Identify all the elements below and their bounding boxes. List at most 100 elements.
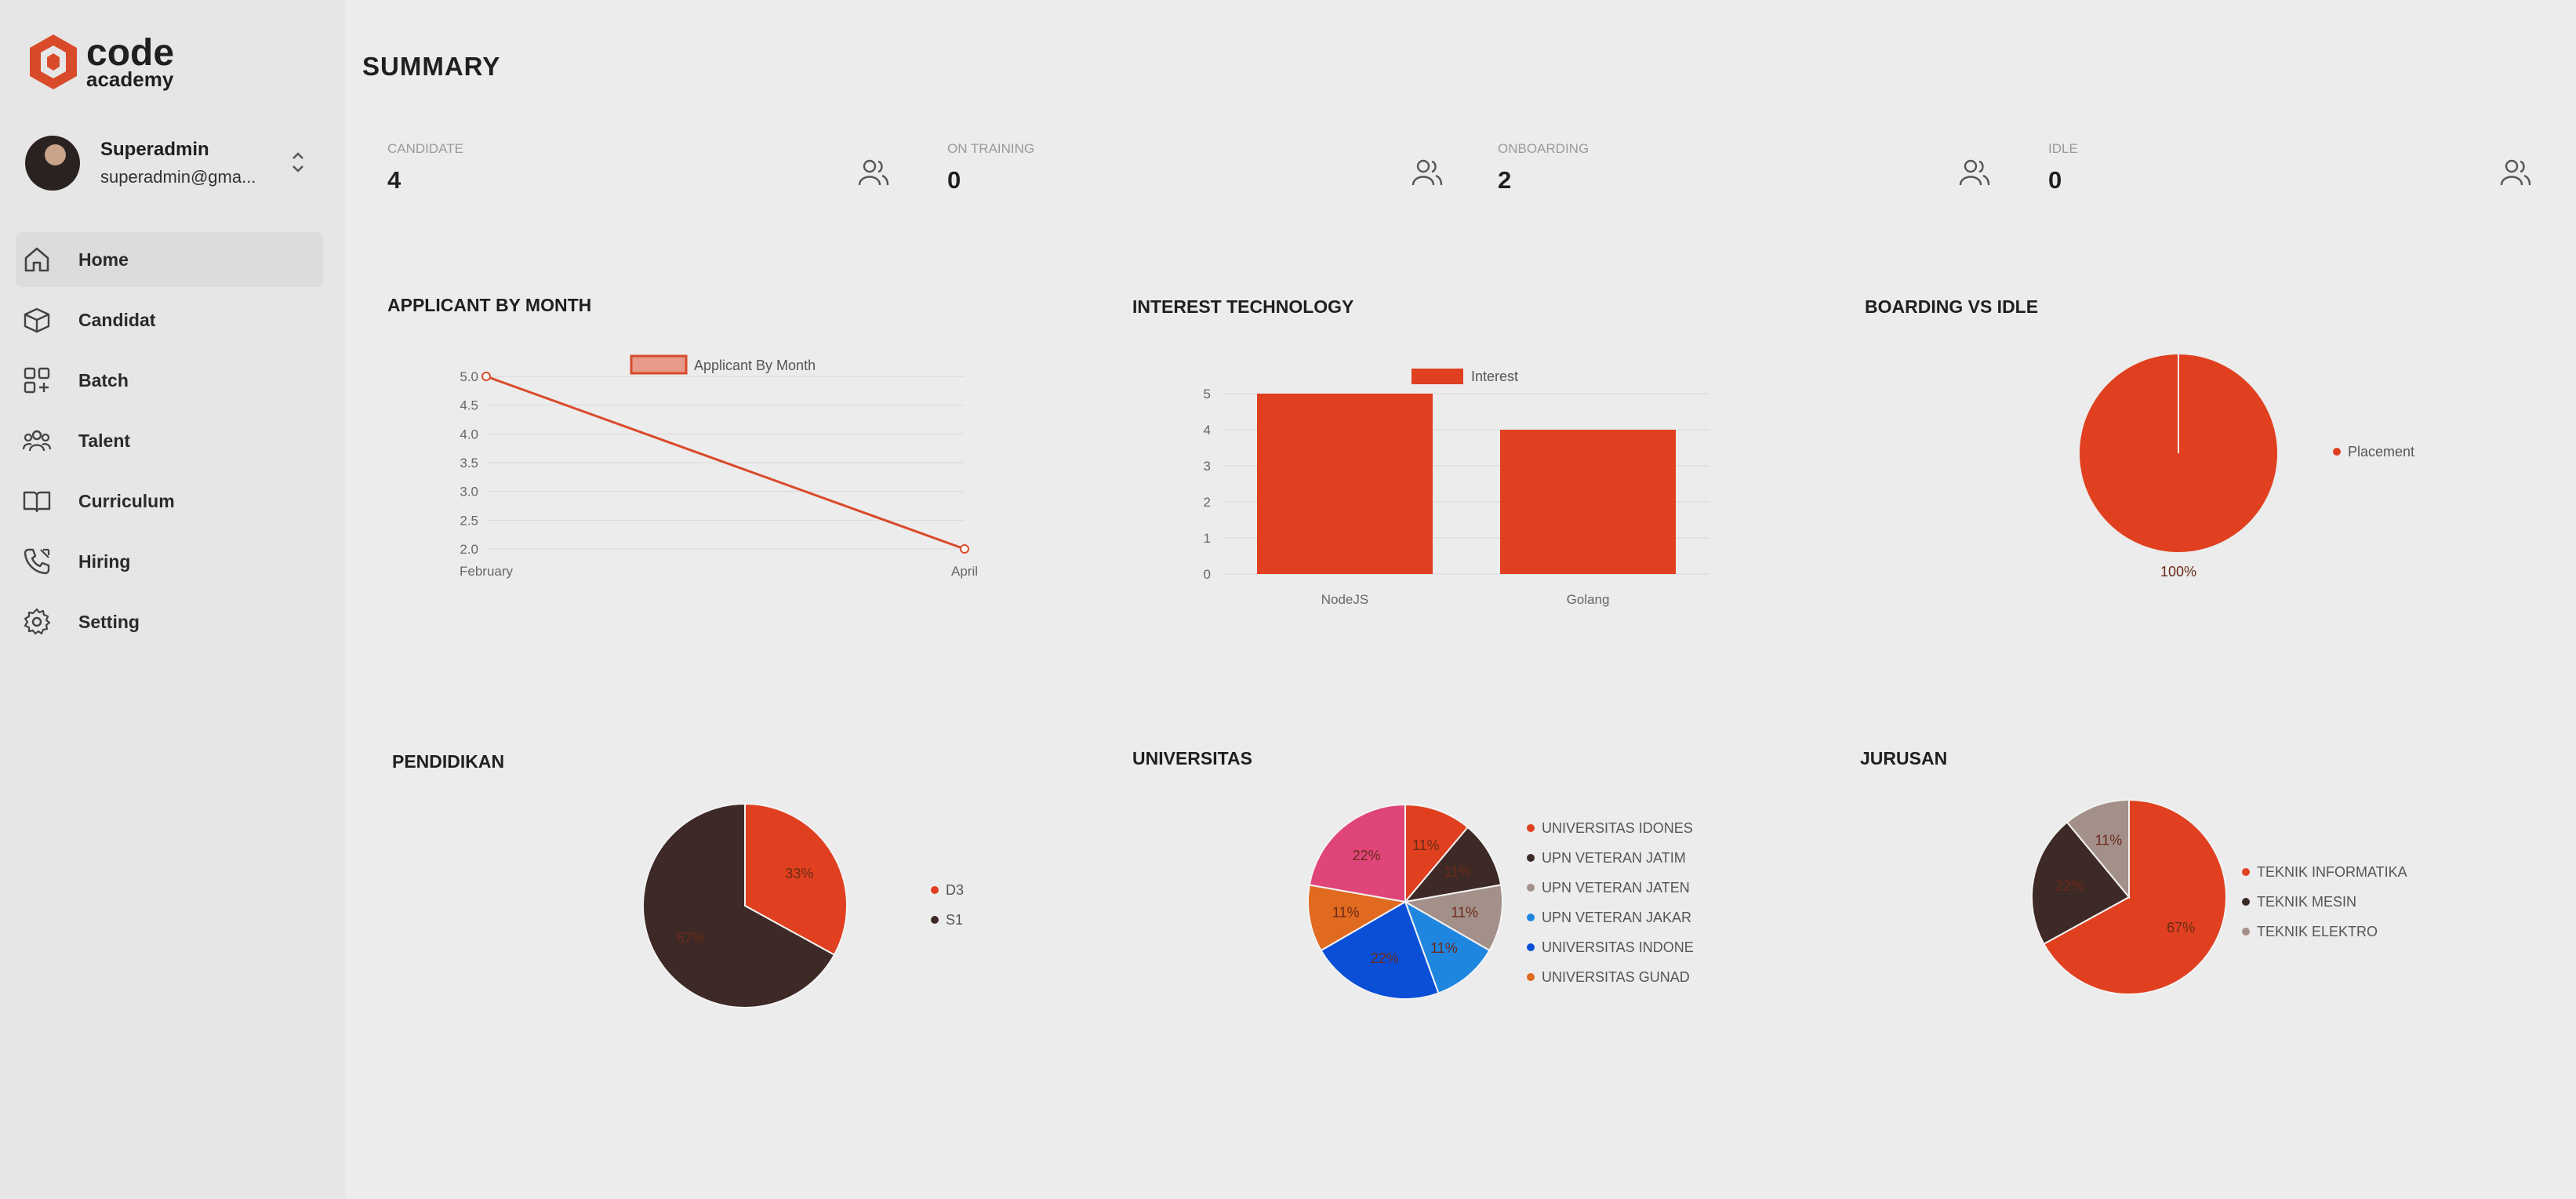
jurusan-pie-chart: 67% 22% 11% TEKNIK INFORMATIKA TEKNIK MESIN T…	[2031, 798, 2407, 995]
y-tick-label: 3.5	[460, 456, 478, 471]
legend-label: UNIVERSITAS GUNAD	[1542, 969, 1690, 985]
sidebar-item-candidat[interactable]: Candidat	[16, 292, 323, 347]
legend-swatch	[2242, 898, 2250, 906]
legend-swatch	[931, 886, 939, 894]
legend-swatch	[2333, 448, 2341, 456]
y-tick-label: 1	[1204, 531, 1211, 546]
legend-swatch	[2242, 868, 2250, 876]
team-icon	[22, 430, 52, 452]
sidebar-item-label: Candidat	[78, 309, 156, 330]
users-icon	[2500, 159, 2531, 186]
gear-icon	[24, 608, 51, 635]
card-title-applicant: APPLICANT BY MONTH	[387, 295, 592, 315]
stat-label: CANDIDATE	[387, 141, 463, 156]
sidebar-item-curriculum[interactable]: Curriculum	[16, 474, 323, 529]
sidebar-item-talent[interactable]: Talent	[16, 413, 323, 468]
stat-value: 0	[2048, 166, 2062, 194]
pie-slice	[1404, 803, 1470, 904]
y-tick-label: 4.0	[460, 427, 478, 441]
pie-slice	[1308, 803, 1406, 903]
slice-percent-label: 100%	[2160, 564, 2196, 580]
legend-swatch	[1527, 824, 1535, 832]
x-tick-label: February	[460, 564, 514, 579]
legend-label: TEKNIK MESIN	[2257, 894, 2356, 910]
sidebar-item-hiring[interactable]: Hiring	[16, 534, 323, 589]
y-tick-label: 2.0	[460, 542, 478, 557]
users-icon	[1412, 159, 1443, 186]
sidebar-item-label: Hiring	[78, 550, 131, 572]
y-tick-label: 2	[1204, 495, 1211, 510]
applicant-line-chart: 2.0 2.5 3.0 3.5 4.0 4.5 5.0 February April Applic…	[460, 354, 978, 579]
data-point	[960, 544, 969, 554]
y-tick-label: 4	[1204, 423, 1211, 438]
users-icon	[858, 159, 889, 186]
legend-swatch	[2242, 928, 2250, 936]
user-menu[interactable]: Superadmin superadmin@gma...	[25, 132, 307, 194]
y-tick-label: 3.0	[460, 485, 478, 500]
home-icon	[24, 247, 49, 272]
slice-percent-label: 67%	[2167, 920, 2195, 936]
pie-slice	[1403, 826, 1502, 903]
legend-label: UPN VETERAN JATIM	[1542, 850, 1686, 866]
legend-swatch	[1527, 914, 1535, 921]
pie-slice	[1404, 899, 1491, 994]
bar	[1257, 394, 1433, 574]
legend-swatch	[1527, 854, 1535, 862]
sidebar-item-label: Batch	[78, 369, 129, 391]
sidebar-item-label: Setting	[78, 611, 140, 632]
pie-slice	[1320, 900, 1440, 1000]
stat-on-training: ON TRAINING 0	[947, 141, 1481, 212]
card-title-boarding: BOARDING VS IDLE	[1865, 296, 2039, 317]
y-tick-label: 3	[1204, 459, 1211, 474]
x-tick-label: April	[951, 564, 978, 579]
card-title-pendidikan: PENDIDIKAN	[392, 751, 505, 772]
slice-percent-label: 11%	[1332, 904, 1360, 920]
pie-slice	[2042, 798, 2227, 995]
code-academy-logo-icon	[30, 35, 77, 89]
card-title-jurusan: JURUSAN	[1860, 748, 1948, 768]
card-title-universitas: UNIVERSITAS	[1132, 748, 1252, 768]
legend-swatch	[1527, 943, 1535, 951]
stat-candidate: CANDIDATE 4	[387, 141, 921, 212]
stat-value: 4	[387, 166, 401, 194]
phone-icon	[24, 548, 50, 575]
brand-logo[interactable]: code academy	[28, 33, 174, 91]
pie-slice	[1307, 884, 1408, 952]
legend-label: UNIVERSITAS IDONES	[1542, 820, 1693, 836]
avatar	[25, 136, 80, 191]
y-tick-label: 5.0	[460, 369, 478, 384]
slice-percent-label: 11%	[1444, 864, 1471, 880]
legend-label: TEKNIK ELEKTRO	[2257, 924, 2378, 939]
legend-label: Applicant By Month	[694, 358, 816, 373]
y-tick-label: 4.5	[460, 398, 478, 413]
legend-label: TEKNIK INFORMATIKA	[2257, 864, 2407, 880]
slice-percent-label: 33%	[785, 866, 813, 881]
legend-swatch	[1527, 884, 1535, 892]
book-icon	[23, 491, 51, 513]
grid-icon	[24, 367, 50, 394]
sidebar-item-label: Home	[78, 249, 129, 270]
universitas-pie-chart: 11%11%11%11%22%11%22%UNIVERSITAS IDONESU…	[1307, 803, 1694, 1000]
y-tick-label: 2.5	[460, 513, 478, 528]
chevron-up-down-icon[interactable]	[289, 149, 307, 176]
sidebar: code academy Superadmin superadmin@gma..…	[0, 0, 345, 1199]
slice-percent-label: 22%	[2055, 878, 2084, 894]
users-icon	[1959, 159, 1990, 186]
pie-slice	[2066, 798, 2130, 899]
slice-percent-label: 22%	[1371, 950, 1399, 966]
stat-onboarding: ONBOARDING 2	[1498, 141, 2031, 212]
user-email: superadmin@gma...	[100, 167, 256, 187]
sidebar-item-setting[interactable]: Setting	[16, 594, 323, 649]
user-name: Superadmin	[100, 139, 209, 160]
pie-slice	[2031, 821, 2131, 946]
card-title-interest: INTEREST TECHNOLOGY	[1132, 296, 1354, 317]
sidebar-item-batch[interactable]: Batch	[16, 353, 323, 408]
interest-bar-chart: 0 1 2 3 4 5 NodeJS Golang Interest	[1204, 369, 1709, 607]
slice-percent-label: 22%	[1353, 848, 1381, 863]
stat-value: 2	[1498, 166, 1512, 194]
stat-label: ONBOARDING	[1498, 141, 1590, 156]
legend-label: UPN VETERAN JATEN	[1542, 880, 1690, 896]
legend-swatch	[630, 354, 688, 375]
pendidikan-pie-chart: 33% 67% D3 S1	[642, 802, 964, 1008]
sidebar-item-home[interactable]: Home	[16, 232, 323, 287]
